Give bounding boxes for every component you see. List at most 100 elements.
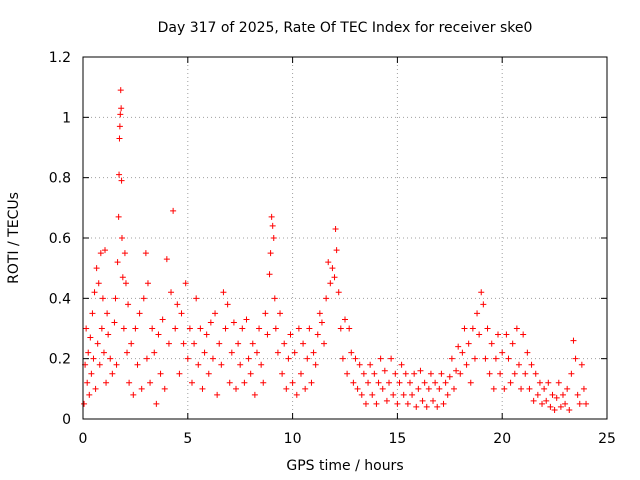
data-point — [578, 361, 585, 368]
data-point — [118, 177, 125, 184]
data-point — [388, 355, 395, 362]
data-point — [486, 370, 493, 377]
data-point — [411, 370, 418, 377]
data-point — [132, 325, 139, 332]
data-point — [99, 295, 106, 302]
data-point — [81, 400, 88, 407]
data-point — [302, 385, 309, 392]
data-point — [438, 370, 445, 377]
data-point — [116, 123, 123, 130]
data-point — [291, 349, 298, 356]
data-point — [143, 355, 150, 362]
data-point — [195, 361, 202, 368]
data-point — [559, 391, 566, 398]
data-point — [323, 295, 330, 302]
data-point — [497, 370, 504, 377]
data-point — [90, 355, 97, 362]
data-points — [81, 87, 590, 413]
data-point — [415, 385, 422, 392]
data-point — [274, 349, 281, 356]
data-point — [161, 385, 168, 392]
y-tick-label: 0.6 — [49, 231, 71, 247]
data-point — [151, 349, 158, 356]
data-point — [394, 400, 401, 407]
data-point — [474, 310, 481, 317]
data-point — [277, 310, 284, 317]
data-point — [583, 400, 590, 407]
data-point — [124, 349, 131, 356]
data-point — [180, 340, 187, 347]
data-point — [325, 259, 332, 266]
data-point — [528, 361, 535, 368]
data-point — [545, 379, 552, 386]
data-point — [256, 325, 263, 332]
data-point — [576, 400, 583, 407]
data-point — [440, 400, 447, 407]
data-point — [98, 325, 105, 332]
data-point — [100, 349, 107, 356]
data-point — [218, 361, 225, 368]
data-point — [386, 379, 393, 386]
data-point — [536, 379, 543, 386]
data-point — [266, 271, 273, 278]
data-point — [444, 391, 451, 398]
data-point — [308, 379, 315, 386]
data-point — [86, 391, 93, 398]
data-point — [216, 340, 223, 347]
data-point — [182, 280, 189, 287]
y-tick-labels: 0 0.2 0.4 0.6 0.8 1 1.2 — [49, 50, 71, 428]
data-point — [406, 379, 413, 386]
data-point — [360, 370, 367, 377]
data-point — [478, 289, 485, 296]
data-point — [532, 370, 539, 377]
data-point — [555, 379, 562, 386]
y-tick-label: 1 — [62, 110, 71, 126]
data-point — [230, 319, 237, 326]
data-point — [297, 370, 304, 377]
data-point — [201, 349, 208, 356]
data-point — [253, 349, 260, 356]
data-point — [260, 379, 267, 386]
data-point — [465, 340, 472, 347]
data-point — [557, 403, 564, 410]
data-point — [116, 135, 123, 142]
data-point — [480, 301, 487, 308]
data-point — [404, 400, 411, 407]
data-point — [287, 331, 294, 338]
data-point — [85, 349, 92, 356]
y-tick-label: 1.2 — [49, 50, 71, 66]
data-point — [126, 379, 133, 386]
x-tick-label: 15 — [388, 431, 406, 447]
data-point — [409, 391, 416, 398]
data-point — [332, 225, 339, 232]
data-point — [130, 391, 137, 398]
data-point — [425, 385, 432, 392]
data-point — [580, 385, 587, 392]
data-point — [118, 235, 125, 241]
data-point — [350, 379, 357, 386]
data-point — [102, 247, 109, 254]
data-point — [212, 310, 219, 317]
data-point — [524, 349, 531, 356]
data-point — [283, 385, 290, 392]
data-point — [94, 340, 101, 347]
data-point — [522, 370, 529, 377]
data-point — [511, 370, 518, 377]
data-point — [314, 331, 321, 338]
data-point — [251, 391, 258, 398]
data-point — [421, 379, 428, 386]
data-point — [539, 400, 546, 407]
data-point — [91, 289, 98, 296]
data-point — [239, 325, 246, 332]
data-point — [427, 370, 434, 377]
y-tick-label: 0.8 — [49, 171, 71, 187]
data-point — [121, 250, 128, 257]
data-point — [453, 367, 460, 374]
data-point — [509, 340, 516, 347]
data-point — [117, 87, 124, 94]
data-point — [207, 319, 214, 326]
data-point — [331, 274, 338, 281]
data-point — [446, 373, 453, 380]
data-point — [375, 379, 382, 386]
